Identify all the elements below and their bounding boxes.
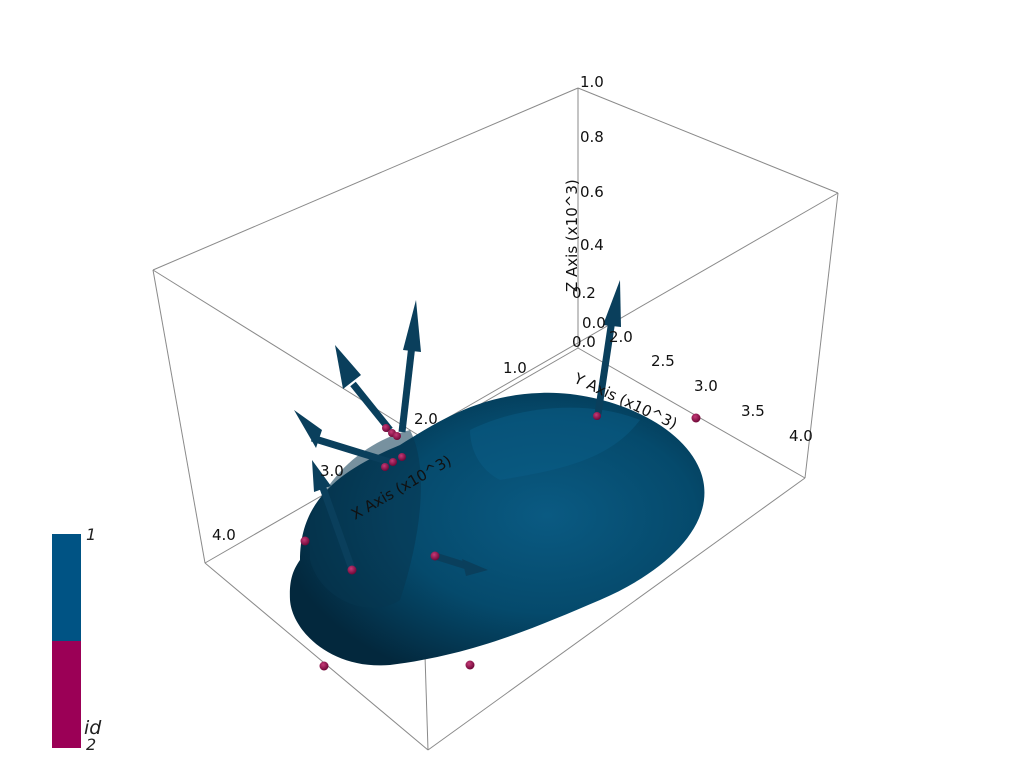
surface-mesh bbox=[289, 392, 705, 666]
bounding-box bbox=[152, 87, 839, 751]
point-marker bbox=[691, 413, 701, 423]
y-tick-label: 2.5 bbox=[651, 352, 675, 370]
arrow-glyph bbox=[433, 552, 488, 576]
blob-front-ridge bbox=[310, 430, 421, 608]
z-tick-label: 0.8 bbox=[580, 128, 604, 146]
z-tick-label: 0.0 bbox=[582, 314, 606, 332]
x-tick-label: 3.0 bbox=[320, 462, 344, 480]
point-marker bbox=[347, 565, 357, 575]
point-marker bbox=[382, 424, 390, 432]
scalar-bar-top bbox=[52, 534, 81, 641]
point-marker bbox=[393, 432, 401, 440]
z-axis: 1.0 0.8 0.6 0.4 0.2 0.0 Z Axis (x10^3) bbox=[563, 73, 606, 332]
arrow-glyph bbox=[335, 345, 393, 433]
scalar-bar-max-label: 1 bbox=[86, 525, 96, 544]
z-tick-label: 0.6 bbox=[580, 183, 604, 201]
z-tick-label: 0.4 bbox=[580, 236, 604, 254]
point-marker bbox=[430, 551, 440, 561]
scalar-bar: 1 id 2 bbox=[52, 525, 102, 754]
y-tick-label: 3.0 bbox=[694, 377, 718, 395]
z-axis-title: Z Axis (x10^3) bbox=[563, 179, 581, 292]
arrow-glyph bbox=[294, 410, 392, 466]
y-tick-label: 4.0 bbox=[789, 427, 813, 445]
point-marker bbox=[389, 458, 397, 466]
point-marker bbox=[593, 412, 601, 420]
arrow-glyphs bbox=[294, 280, 621, 576]
y-tick-label: 2.0 bbox=[609, 328, 633, 346]
arrow-glyph bbox=[312, 460, 356, 571]
scalar-bar-bottom bbox=[52, 641, 81, 748]
x-tick-label: 4.0 bbox=[212, 526, 236, 544]
origin-label: 0.0 bbox=[572, 333, 596, 351]
point-marker bbox=[381, 463, 389, 471]
point-markers bbox=[300, 412, 701, 671]
arrow-glyph bbox=[398, 300, 421, 433]
z-tick-label: 0.2 bbox=[572, 284, 596, 302]
x-tick-label: 1.0 bbox=[503, 359, 527, 377]
blob-highlight bbox=[470, 407, 640, 480]
point-marker bbox=[398, 453, 406, 461]
point-marker bbox=[319, 661, 329, 671]
arrow-glyph bbox=[594, 280, 621, 415]
point-marker bbox=[465, 660, 475, 670]
x-tick-label: 2.0 bbox=[414, 410, 438, 428]
z-tick-label: 1.0 bbox=[580, 73, 604, 91]
scalar-bar-min-label: 2 bbox=[86, 735, 96, 754]
point-marker bbox=[300, 536, 310, 546]
scalar-bar-title: id bbox=[84, 717, 102, 739]
y-tick-label: 3.5 bbox=[741, 402, 765, 420]
